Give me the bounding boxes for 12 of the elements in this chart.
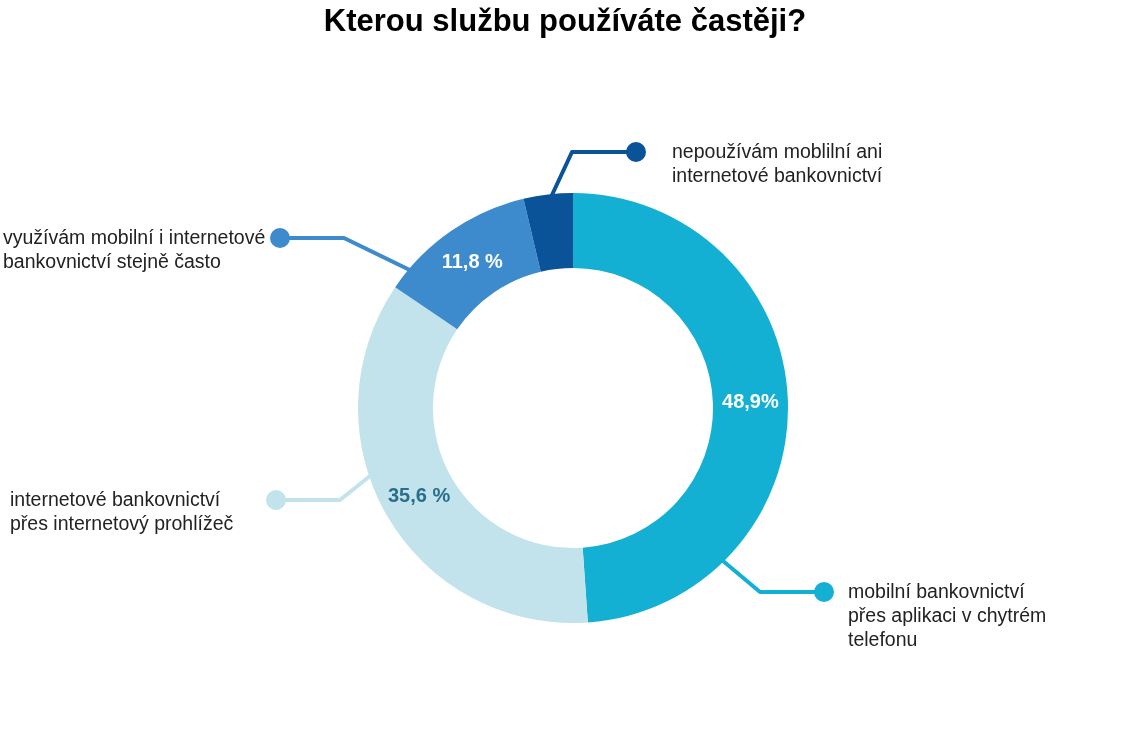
donut-slice: [573, 193, 788, 623]
data-label: 35,6 %: [387, 484, 451, 507]
legend-label: nepoužívám moblilní ani internetové bankovnictví: [672, 140, 883, 186]
slice-label: využívám mobilní i internetové bankovnictví stejně často: [3, 226, 266, 272]
chart-title: Kterou službu používáte častěji?: [323, 3, 807, 38]
slice-label: internetové bankovnictví přes internetový prohlížeč: [10, 488, 234, 534]
data-label: 11,8 %: [441, 249, 504, 272]
data-label: 48,9%: [722, 389, 779, 412]
donut-slice: [358, 287, 588, 623]
legend-label: mobilní bankovnictví přes aplikaci v chytrém telefonu: [848, 580, 1047, 650]
donut-slice: [395, 198, 541, 330]
donut-slice: [523, 193, 573, 272]
